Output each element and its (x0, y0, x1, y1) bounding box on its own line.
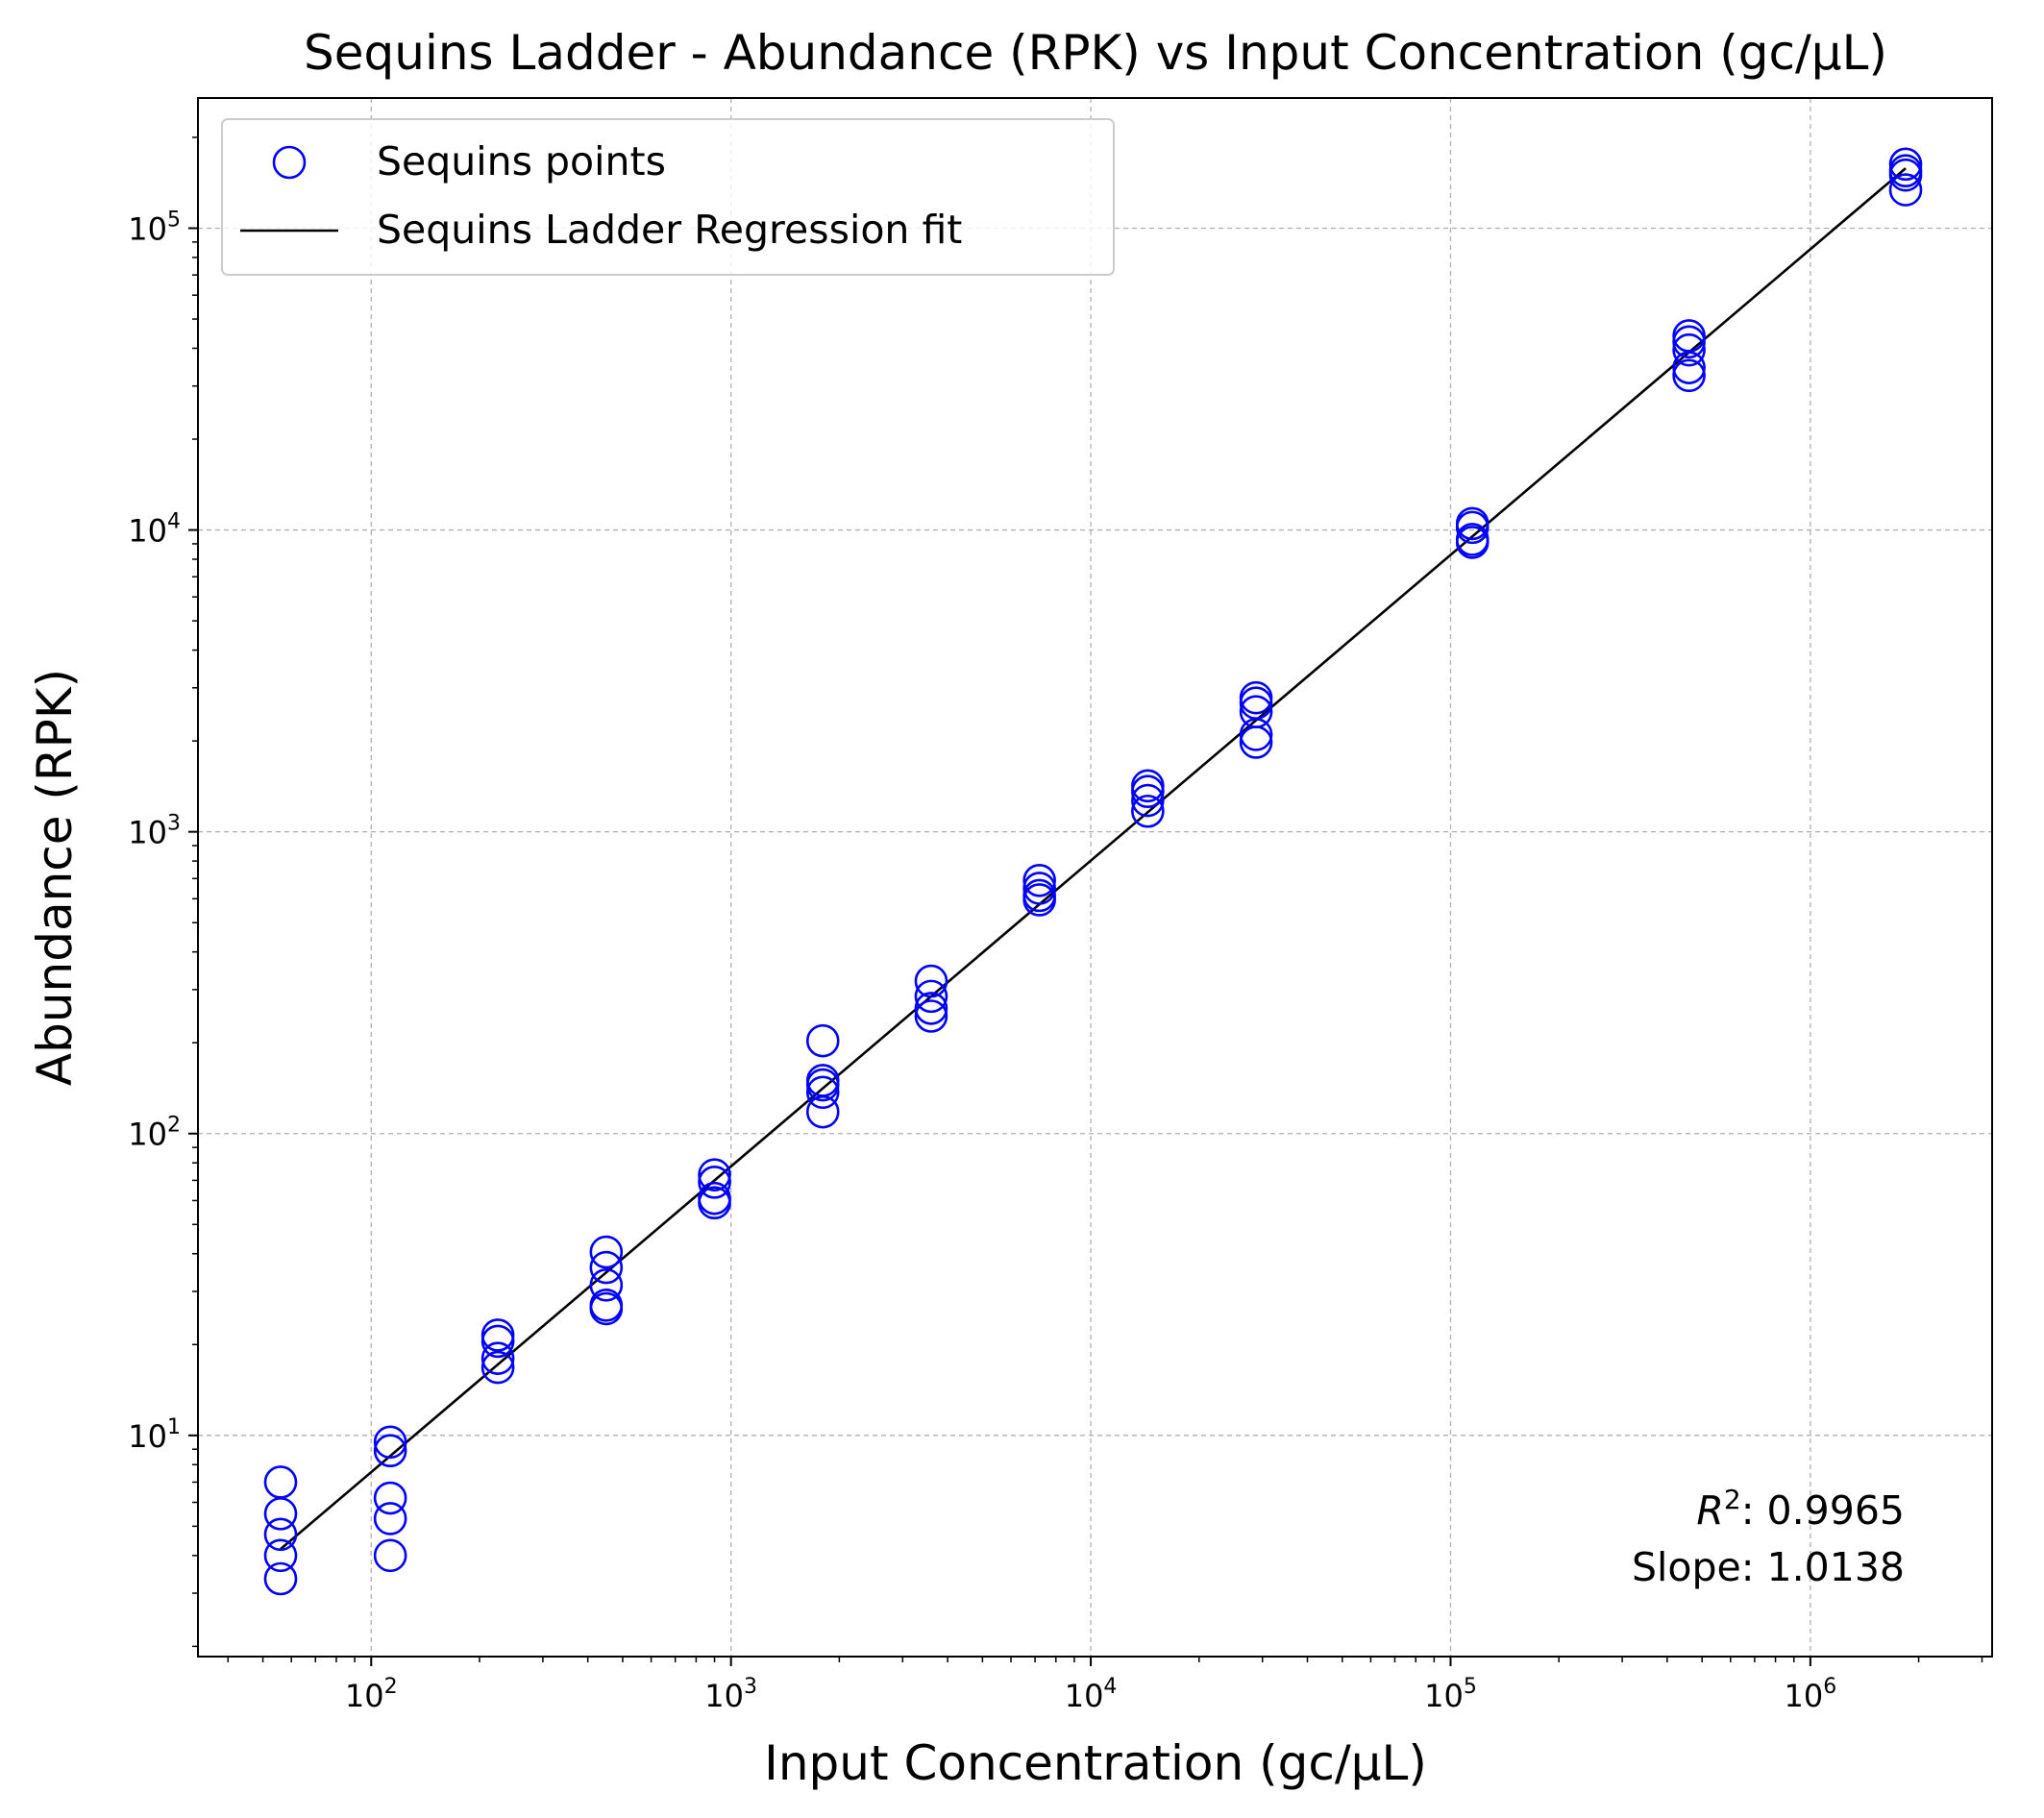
x-tick-label: 103 (704, 1675, 757, 1714)
data-point (805, 1068, 840, 1102)
y-tick-label: 102 (128, 1114, 181, 1153)
data-point (914, 964, 948, 998)
plot-frame (197, 97, 1993, 1658)
data-point (1672, 358, 1706, 393)
y-tick-label: 103 (128, 812, 181, 851)
data-point (1022, 872, 1056, 905)
legend-label-fit: Sequins Ladder Regression fit (377, 207, 962, 253)
data-point (914, 999, 948, 1033)
data-point (480, 1341, 515, 1375)
data-point (589, 1250, 624, 1285)
data-point (589, 1268, 624, 1302)
data-point (698, 1158, 731, 1192)
chart-title: Sequins Ladder - Abundance (RPK) vs Inpu… (304, 25, 1887, 81)
data-point (373, 1481, 407, 1515)
data-point (698, 1166, 731, 1199)
data-point (1888, 158, 1923, 192)
r-squared-annotation: R2: 0.9965 (1696, 1484, 1905, 1534)
data-point (1455, 526, 1490, 559)
x-tick-label: 106 (1785, 1675, 1837, 1714)
legend: Sequins points Sequins Ladder Regression… (221, 118, 1115, 276)
legend-label-points: Sequins points (377, 138, 666, 184)
grid (198, 98, 1992, 1657)
data-point (263, 1497, 298, 1531)
data-point (1672, 325, 1706, 359)
y-tick-label: 101 (128, 1415, 181, 1455)
data-point (914, 992, 948, 1025)
data-point (1239, 718, 1273, 751)
data-point (1672, 351, 1706, 384)
data-point (373, 1502, 407, 1535)
data-point (263, 1517, 298, 1552)
data-point (1888, 173, 1923, 207)
data-point (1455, 510, 1490, 545)
data-point (589, 1291, 624, 1326)
data-point (373, 1434, 407, 1468)
data-point (263, 1561, 298, 1596)
data-point (698, 1186, 731, 1220)
x-axis-ticks: 102 103 104 105 106 (227, 1657, 1983, 1714)
legend-marker-points (272, 145, 307, 180)
x-tick-label: 102 (345, 1675, 398, 1714)
data-point (1672, 332, 1706, 367)
data-points (263, 147, 1923, 1596)
regression-fit-line (280, 167, 1907, 1551)
data-point (480, 1324, 515, 1359)
x-tick-label: 104 (1065, 1675, 1118, 1714)
data-point (805, 1094, 840, 1129)
legend-box (221, 118, 1115, 276)
data-point (1888, 147, 1923, 182)
data-point (805, 1023, 840, 1058)
regression-fit-segment (280, 167, 1907, 1551)
data-point (1022, 883, 1056, 917)
x-tick-label: 105 (1424, 1675, 1477, 1714)
data-point (1239, 725, 1273, 759)
x-axis-label: Input Concentration (gc/µL) (764, 1735, 1427, 1791)
y-axis-label: Abundance (RPK) (27, 669, 83, 1086)
slope-annotation: Slope: 1.0138 (1632, 1544, 1905, 1590)
data-point (1022, 863, 1056, 897)
data-point (1131, 774, 1165, 809)
y-tick-label: 104 (128, 510, 181, 550)
data-point (373, 1538, 407, 1573)
y-tick-label: 105 (128, 208, 181, 247)
data-point (805, 1075, 840, 1110)
data-point (263, 1538, 298, 1573)
data-point (914, 979, 948, 1014)
data-point (480, 1350, 515, 1385)
y-axis-ticks: 101 102 103 104 105 (128, 136, 198, 1648)
data-point (589, 1235, 624, 1269)
data-point (1131, 794, 1165, 828)
data-point (1131, 783, 1165, 818)
data-point (373, 1425, 407, 1460)
